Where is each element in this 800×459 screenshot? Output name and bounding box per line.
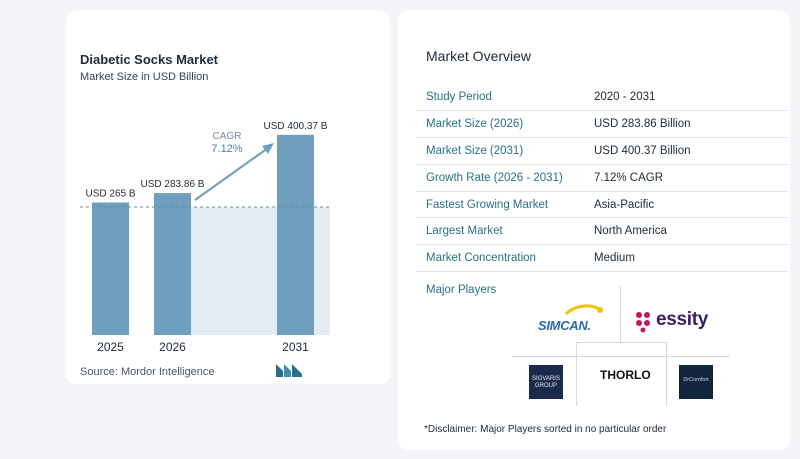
bar-2026: [154, 193, 191, 335]
drcomfort-logo: DrComfort: [679, 365, 713, 399]
table-row: Largest Market North America: [416, 217, 788, 246]
table-row: Market Concentration Medium: [416, 244, 788, 273]
data-label-2026: USD 283.86 B: [141, 179, 205, 190]
simcan-logo-icon: [564, 304, 603, 316]
data-label-2031: USD 400.37 B: [264, 121, 328, 132]
overview-title: Market Overview: [426, 48, 532, 64]
x-tick-label-2026: 2026: [159, 340, 186, 354]
sigvaris-logo: SIGVARIS GROUP: [529, 365, 563, 399]
source-text: Source: Mordor Intelligence: [80, 366, 215, 378]
mordor-logo-icon: [276, 364, 302, 377]
players-divider: [576, 342, 666, 343]
x-tick-label-2031: 2031: [282, 340, 309, 354]
thorlo-logo: THORLO: [600, 368, 651, 382]
overview-table: Study Period 2020 - 2031 Market Size (202…: [416, 84, 788, 273]
chart-subtitle: Market Size in USD Billion: [80, 71, 209, 83]
players-divider: [512, 356, 730, 357]
table-row: Growth Rate (2026 - 2031) 7.12% CAGR: [416, 164, 788, 192]
essity-logo-icon: [636, 312, 650, 333]
data-label-2025: USD 265 B: [85, 189, 135, 200]
bar-2031: [277, 134, 314, 335]
bar-2025: [92, 202, 129, 335]
x-tick-label-2025: 2025: [97, 340, 124, 354]
table-row: Fastest Growing Market Asia-Pacific: [416, 191, 788, 219]
players-divider: [666, 342, 667, 406]
cagr-arrow-head: [262, 143, 274, 154]
players-divider: [576, 342, 577, 406]
cagr-value: 7.12%: [211, 143, 242, 155]
table-row: Market Size (2026) USD 283.86 Billion: [416, 110, 788, 139]
essity-logo: essity: [656, 309, 709, 330]
players-divider: [620, 286, 621, 342]
table-row: Market Size (2031) USD 400.37 Billion: [416, 137, 788, 165]
table-row: Study Period 2020 - 2031: [416, 84, 788, 112]
major-players-title: Major Players: [426, 284, 497, 296]
cagr-arrow: [194, 147, 269, 201]
chart-title: Diabetic Socks Market: [80, 52, 219, 67]
cagr-label: CAGR: [213, 131, 242, 142]
disclaimer: *Disclaimer: Major Players sorted in no …: [424, 424, 667, 435]
simcan-logo: SIMCAN.: [538, 318, 591, 333]
